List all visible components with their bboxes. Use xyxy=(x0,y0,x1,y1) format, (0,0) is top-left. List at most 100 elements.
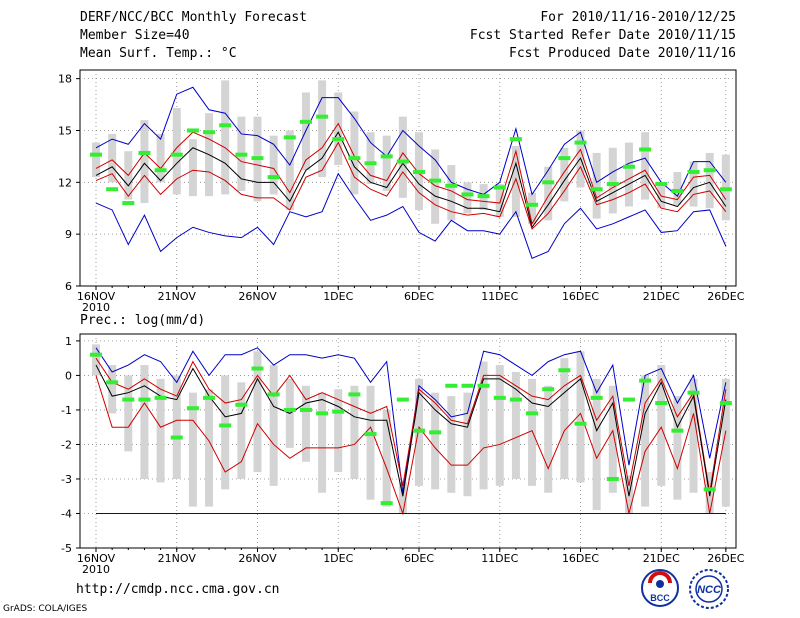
temp-spread-bar xyxy=(528,192,537,224)
prec-obs-marker xyxy=(509,397,522,402)
temp-spread-bar xyxy=(447,165,456,221)
prec-frame xyxy=(79,333,737,549)
ncc-logo-text: NCC xyxy=(697,584,722,596)
temp-obs-marker xyxy=(687,169,700,174)
prec-xtick-label: 16DEC xyxy=(562,552,599,565)
prec-obs-marker xyxy=(558,368,571,373)
temp-spread-bar xyxy=(108,133,117,183)
bcc-logo-icon: BCC xyxy=(641,569,679,607)
prec-spread-bar xyxy=(334,389,343,473)
member-size: Member Size=40 xyxy=(80,28,190,43)
prec-upper-line xyxy=(95,357,727,493)
temp-obs-marker xyxy=(332,137,345,142)
prec-xtick-label: 11DEC xyxy=(481,552,518,565)
prec-obs-marker xyxy=(170,435,183,440)
temp-obs-marker xyxy=(170,152,183,157)
header-left: DERF/NCC/BCC Monthly Forecast Member Siz… xyxy=(80,10,307,64)
temp-spread-bar xyxy=(608,147,617,214)
prec-obs-marker xyxy=(477,383,490,388)
prec-xtick-label: 26NOV xyxy=(238,552,277,565)
prec-obs-marker xyxy=(138,397,151,402)
temp-spread-bar xyxy=(560,147,569,202)
temp-obs-marker xyxy=(590,187,603,192)
prec-spread-bar xyxy=(447,396,456,493)
prec-obs-marker xyxy=(445,383,458,388)
temp-spread-bar xyxy=(269,135,278,195)
prec-spread-bar xyxy=(301,385,310,462)
temp-lower-line xyxy=(95,141,727,230)
temp-frame xyxy=(79,69,737,287)
prec-obs-marker xyxy=(332,409,345,414)
prec-obs-marker xyxy=(493,395,506,400)
prec-spread-bar xyxy=(108,365,117,414)
start-date: Fcst Started Refer Date 2010/11/15 xyxy=(469,28,736,43)
prec-obs-marker xyxy=(606,476,619,481)
prec-ytick-label: 1 xyxy=(65,335,72,348)
prec-obs-marker xyxy=(283,407,296,412)
temp-obs-marker xyxy=(364,161,377,166)
prec-obs-marker xyxy=(671,428,684,433)
prec-spread-bar xyxy=(382,409,391,507)
temp-spread-bar xyxy=(689,161,698,207)
prec-obs-marker xyxy=(364,432,377,437)
prec-spread-bar xyxy=(560,358,569,479)
temp-obs-marker xyxy=(283,135,296,140)
prec-obs-marker xyxy=(461,383,474,388)
temp-obs-marker xyxy=(316,114,329,119)
temp-spread-bar xyxy=(431,149,440,224)
temp-obs-marker xyxy=(154,168,167,173)
temp-obs-marker xyxy=(203,130,216,135)
temp-spread-bar xyxy=(624,142,633,207)
chart-title: DERF/NCC/BCC Monthly Forecast xyxy=(80,10,307,25)
prec-spread-bar xyxy=(366,385,375,500)
temp-obs-marker xyxy=(413,169,425,174)
temp-obs-marker xyxy=(122,201,135,206)
prec-xtick-label: 16NOV xyxy=(77,552,116,565)
prec-title: Prec.: log(mm/d) xyxy=(80,313,205,328)
prec-spread-bar xyxy=(641,375,650,507)
prec-obs-marker xyxy=(655,401,668,406)
temp-spread-bar xyxy=(140,120,149,204)
prec-spread-bar xyxy=(205,389,214,507)
temp-xtick-label: 1DEC xyxy=(323,290,353,303)
temp-spread-bar xyxy=(641,132,650,200)
prec-obs-marker xyxy=(380,501,393,506)
prec-spread-bar xyxy=(721,378,730,507)
prec-xtick-label: 21NOV xyxy=(158,552,197,565)
bcc-logo-text: BCC xyxy=(650,593,670,603)
prec-spread-bar xyxy=(140,365,149,479)
prec-ytick-label: 0 xyxy=(65,369,72,382)
prec-obs-marker xyxy=(687,390,700,395)
temp-xtick-label: 6DEC xyxy=(404,290,434,303)
temp-min-line xyxy=(95,172,727,260)
prec-obs-marker xyxy=(122,397,135,402)
temp-spread-bar xyxy=(221,80,230,195)
temp-ytick-label: 12 xyxy=(58,176,72,189)
prec-obs-marker xyxy=(542,387,555,392)
prec-spread-bar xyxy=(544,385,553,493)
temp-spread-bar xyxy=(463,182,472,214)
prec-obs-marker xyxy=(186,406,199,411)
temp-obs-marker xyxy=(574,140,587,145)
temp-spread-bar xyxy=(285,130,294,210)
prec-spread-bar xyxy=(92,344,100,376)
prec-spread-bar xyxy=(495,365,504,486)
prec-obs-marker xyxy=(639,378,652,383)
prec-spread-bar xyxy=(576,351,585,483)
prec-ytick-label: -3 xyxy=(61,473,72,486)
temp-xtick-label: 26DEC xyxy=(707,290,744,303)
temp-ytick-label: 15 xyxy=(58,124,72,137)
prec-obs-marker xyxy=(90,352,102,357)
prec-obs-marker xyxy=(574,421,587,426)
temp-obs-marker xyxy=(445,183,458,188)
temp-obs-marker xyxy=(251,156,264,161)
prec-spread-bar xyxy=(318,392,327,493)
prec-spread-bar xyxy=(350,385,359,479)
temp-obs-marker xyxy=(267,175,280,180)
prec-spread-bar xyxy=(431,392,440,490)
temp-xtick-year: 2010 xyxy=(82,301,110,314)
temp-obs-marker xyxy=(671,188,684,193)
ncc-logo-icon: NCC xyxy=(689,569,729,609)
source-url[interactable]: http://cmdp.ncc.cma.gov.cn xyxy=(76,582,280,597)
